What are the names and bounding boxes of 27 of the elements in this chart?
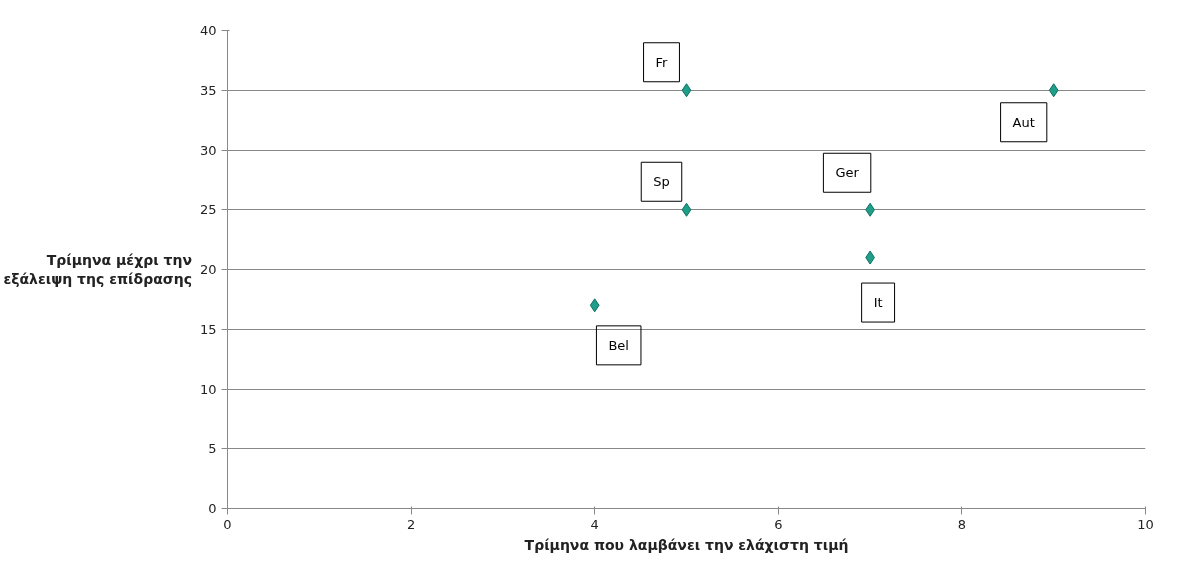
annotation: Bel (608, 337, 629, 353)
annotation: Fr (655, 54, 669, 70)
point (681, 202, 692, 217)
point (589, 298, 600, 313)
point (681, 83, 692, 98)
y-tick-label: 35 (199, 82, 217, 98)
annotation: Aut (1012, 114, 1035, 130)
annotation: It (873, 295, 883, 311)
y-tick-label: 15 (199, 321, 217, 337)
annotation: Ger (835, 165, 860, 181)
x-tick-label: 0 (223, 516, 232, 532)
y-tick-label: 0 (208, 501, 217, 516)
y-tick-label: 20 (199, 262, 217, 277)
y-tick-label: 5 (208, 441, 217, 457)
y-tick-label: 30 (199, 142, 217, 158)
y-tick-label: 25 (199, 202, 217, 218)
x-axis-title: Τρίμηνα που λαμβάνει την ελάχιστη τιμή (524, 536, 849, 553)
x-tick-label: 10 (1137, 516, 1154, 532)
x-tick-label: 8 (957, 516, 967, 532)
y-axis-title: Τρίμηνα μέχρι την εξάλειψη της επίδρασης (3, 251, 192, 288)
annotation: Sp (653, 174, 670, 190)
x-tick-label: 4 (590, 516, 599, 532)
y-tick-label: 10 (199, 381, 217, 397)
y-tick-label: 40 (199, 23, 217, 38)
x-tick-label: 2 (406, 516, 416, 532)
x-tick-label: 6 (774, 516, 783, 532)
point (1048, 83, 1059, 98)
